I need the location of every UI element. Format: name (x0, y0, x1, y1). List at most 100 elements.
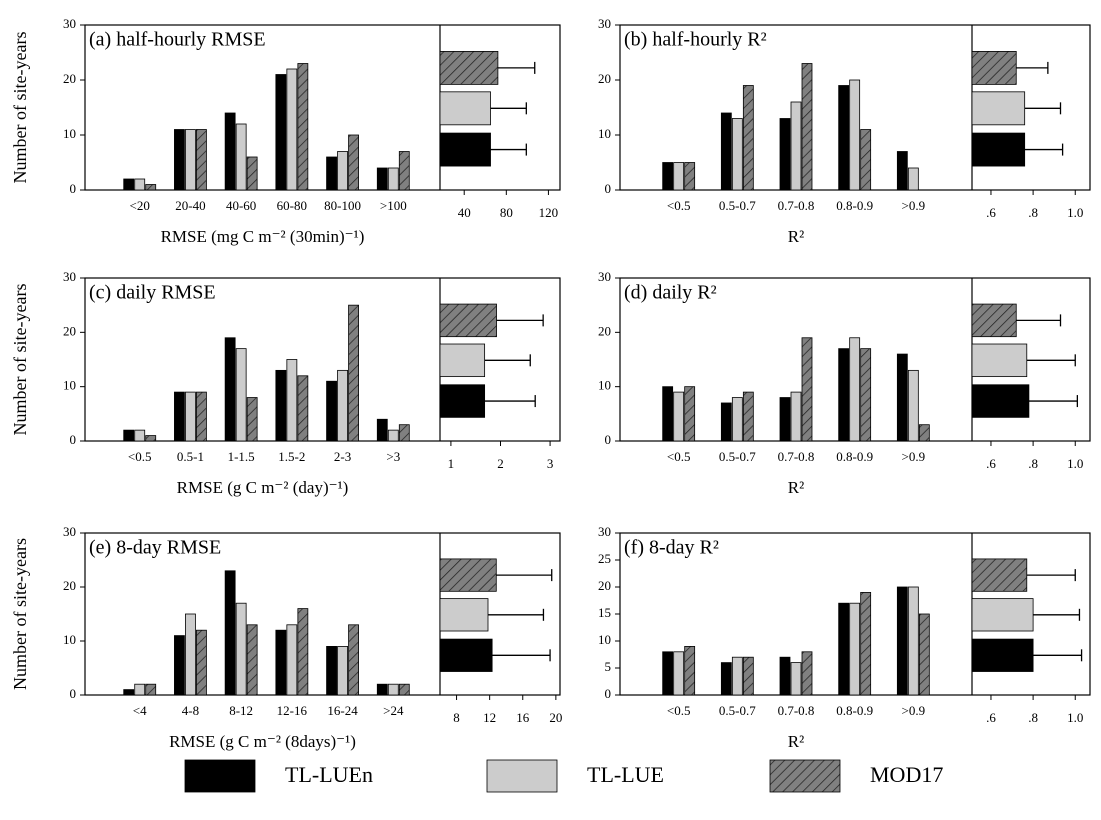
x-tick-label: 0.5-1 (177, 449, 204, 464)
bar (174, 391, 185, 442)
bar (337, 151, 348, 191)
panel-title: (e) 8-day RMSE (89, 537, 221, 559)
bar (246, 156, 258, 191)
bar (145, 184, 157, 191)
bar (779, 397, 791, 442)
x-tick-label: 60-80 (277, 198, 307, 213)
y-tick-label: 30 (598, 524, 611, 539)
x-tick-label: 0.7-0.8 (778, 449, 815, 464)
inset-bar (971, 343, 1028, 378)
x-axis-label: RMSE (mg C m⁻² (30min)⁻¹) (161, 227, 365, 246)
y-tick-label: 30 (63, 524, 76, 539)
x-tick-label: 0.5-0.7 (719, 198, 756, 213)
plot-frame (84, 532, 561, 696)
x-tick-label: 0.8-0.9 (836, 449, 873, 464)
bar (398, 683, 410, 696)
bar (907, 586, 919, 696)
y-tick-label: 0 (70, 686, 77, 701)
bar (790, 391, 802, 442)
bar (123, 178, 135, 191)
inset-bar (439, 343, 486, 378)
x-tick-label: <4 (133, 703, 147, 718)
bar (684, 386, 696, 442)
bar (673, 651, 685, 696)
bar (801, 337, 813, 442)
legend-swatch (486, 759, 558, 793)
y-tick-label: 0 (70, 181, 77, 196)
bar (896, 586, 908, 696)
y-tick-label: 10 (598, 378, 611, 393)
x-tick-label: 0.8-0.9 (836, 703, 873, 718)
bar (838, 85, 850, 191)
panel-title: (a) half-hourly RMSE (89, 29, 266, 51)
y-axis-label: Number of site-years (10, 32, 30, 184)
y-axis-label: Number of site-years (10, 284, 30, 436)
inset-bar (971, 132, 1026, 167)
inset-bar (439, 51, 499, 85)
bar (348, 134, 359, 191)
y-tick-label: 20 (598, 578, 611, 593)
bar (720, 112, 732, 191)
bar (720, 402, 732, 442)
y-tick-label: 10 (63, 126, 76, 141)
y-tick-label: 10 (63, 378, 76, 393)
inset-bar (971, 638, 1034, 672)
bar (742, 656, 754, 696)
x-tick-label: 16-24 (327, 703, 358, 718)
y-tick-label: 30 (63, 16, 76, 31)
bar (387, 167, 399, 191)
x-tick-label: 0.5-0.7 (719, 449, 756, 464)
error-bar (488, 608, 545, 621)
error-bar (492, 649, 551, 662)
bar (779, 118, 791, 191)
inset-x-tick-label: 8 (453, 710, 460, 725)
error-bar (1024, 102, 1062, 115)
x-tick-label: 4-8 (182, 703, 199, 718)
bar (275, 74, 287, 191)
bar (246, 624, 258, 696)
bar (134, 178, 146, 191)
x-axis-label: RMSE (g C m⁻² (8days)⁻¹) (169, 732, 356, 751)
inset-x-tick-label: 40 (458, 205, 471, 220)
inset-x-tick-label: 12 (483, 710, 496, 725)
bar (185, 391, 196, 442)
plot-frame (84, 277, 561, 442)
bar (145, 683, 157, 696)
y-tick-label: 0 (70, 432, 77, 447)
error-bar (484, 354, 531, 367)
error-bar (496, 569, 553, 582)
bar (387, 429, 399, 442)
error-bar (1024, 143, 1064, 156)
inset-bar (971, 384, 1030, 418)
y-tick-label: 25 (598, 551, 611, 566)
y-tick-label: 30 (598, 269, 611, 284)
x-tick-label: >0.9 (902, 198, 926, 213)
bar (684, 162, 696, 191)
x-tick-label: >0.9 (902, 449, 926, 464)
bar (297, 375, 309, 442)
bar (720, 662, 732, 696)
bar (348, 304, 359, 442)
inset-bar (971, 51, 1017, 85)
bar (196, 129, 207, 191)
bar (185, 129, 196, 191)
y-tick-label: 30 (63, 269, 76, 284)
legend-label: MOD17 (870, 762, 943, 787)
x-tick-label: 1.5-2 (278, 449, 305, 464)
bar (224, 570, 236, 696)
bar (790, 662, 802, 696)
bar (297, 608, 309, 696)
panel-title: (d) daily R² (624, 282, 717, 304)
x-tick-label: >0.9 (902, 703, 926, 718)
inset-x-tick-label: 16 (516, 710, 530, 725)
inset-bar (439, 132, 491, 167)
y-tick-label: 15 (598, 605, 611, 620)
inset-x-tick-label: 1 (448, 456, 455, 471)
x-tick-label: 8-12 (229, 703, 253, 718)
bar (326, 646, 337, 696)
inset-x-tick-label: 1.0 (1067, 205, 1083, 220)
panel-title: (b) half-hourly R² (624, 29, 767, 51)
error-bar (1033, 608, 1081, 621)
bar (196, 629, 207, 696)
